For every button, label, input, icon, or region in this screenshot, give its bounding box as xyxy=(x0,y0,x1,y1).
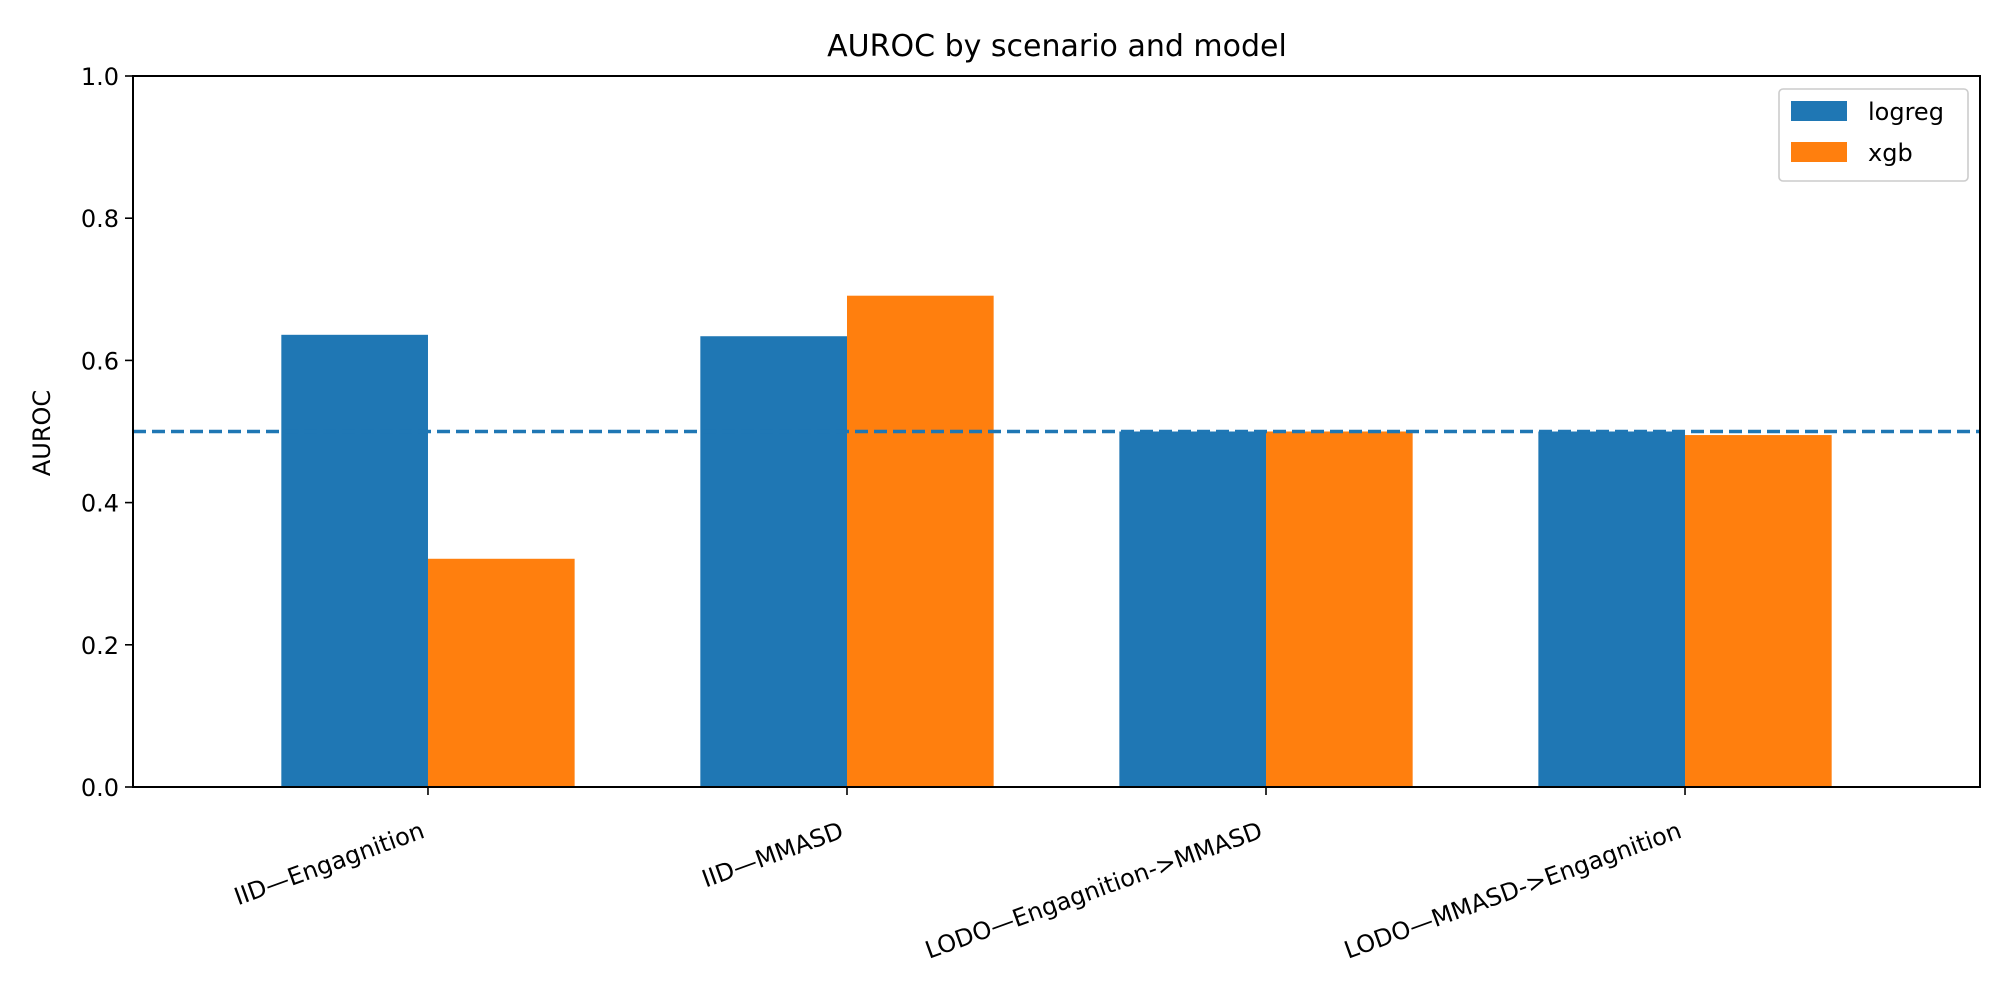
legend-swatch-logreg xyxy=(1791,101,1847,121)
legend: logreg xgb xyxy=(1778,88,1969,182)
y-tick-label: 0.2 xyxy=(81,632,119,660)
y-tick-label: 0.6 xyxy=(81,347,119,375)
legend-swatch-xgb xyxy=(1791,142,1847,162)
y-tick-label: 0.0 xyxy=(81,774,119,802)
legend-label-xgb: xgb xyxy=(1868,139,1913,167)
chart-title: AUROC by scenario and model xyxy=(827,29,1287,64)
plot-frame xyxy=(132,75,1981,788)
x-tick-label: LODO—Engagnition->MMASD xyxy=(921,816,1266,964)
x-tick-label: IID—MMASD xyxy=(698,816,847,893)
bar-xgb-0 xyxy=(427,558,575,787)
legend-label-logreg: logreg xyxy=(1868,98,1944,126)
y-tick-label: 1.0 xyxy=(81,63,119,91)
bar-logreg-3 xyxy=(1538,431,1686,787)
bars-layer xyxy=(281,295,1832,787)
y-tick-label: 0.8 xyxy=(81,205,119,233)
x-tick-label: IID—Engagnition xyxy=(230,816,428,911)
bar-logreg-0 xyxy=(281,334,428,787)
y-tick-label: 0.4 xyxy=(81,490,119,518)
bar-xgb-2 xyxy=(1266,431,1413,787)
bar-logreg-2 xyxy=(1119,431,1267,787)
x-tick-label: LODO—MMASD->Engagnition xyxy=(1340,816,1685,964)
y-axis-label: AUROC xyxy=(28,390,56,476)
bar-logreg-1 xyxy=(700,336,847,787)
bar-xgb-3 xyxy=(1685,435,1832,787)
bar-xgb-1 xyxy=(846,295,994,787)
